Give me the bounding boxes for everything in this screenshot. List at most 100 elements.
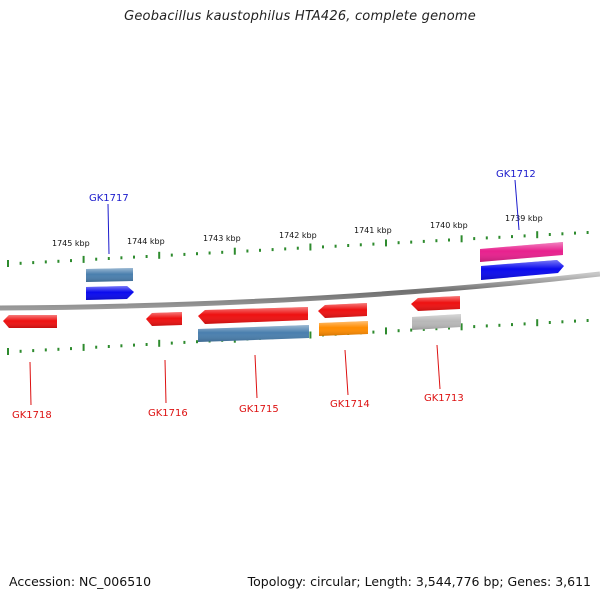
minor-tick: [548, 233, 551, 236]
minor-tick: [183, 340, 186, 344]
leader-gk1717: [107, 203, 110, 255]
minor-tick: [170, 341, 173, 345]
minor-tick: [19, 261, 22, 265]
major-tick: [460, 323, 463, 331]
minor-tick: [284, 247, 287, 251]
scale-tick-label: 1740 kbp: [430, 221, 468, 230]
gene-label-gk1713[interactable]: GK1713: [424, 393, 464, 404]
genome-backbone: [0, 271, 600, 311]
gene-label-gk1718[interactable]: GK1718: [12, 410, 52, 421]
minor-tick: [498, 323, 501, 327]
minor-tick: [133, 255, 135, 259]
minor-tick: [548, 321, 551, 324]
minor-tick: [196, 252, 198, 256]
minor-tick: [372, 242, 375, 246]
minor-tick: [183, 252, 186, 256]
scale-tick-label: 1741 kbp: [354, 226, 392, 235]
leader-gk1718: [29, 361, 32, 406]
minor-tick: [410, 328, 413, 332]
leader-gk1713: [436, 344, 441, 390]
major-tick: [7, 260, 9, 267]
minor-tick: [322, 245, 324, 249]
minor-tick: [221, 250, 224, 254]
major-tick: [233, 247, 236, 255]
leader-gk1715: [254, 354, 258, 399]
minor-tick: [196, 340, 198, 344]
minor-tick: [473, 237, 476, 241]
genome-summary-text: Topology: circular; Length: 3,544,776 bp…: [247, 574, 591, 589]
map-title: Geobacillus kaustophilus HTA426, complet…: [124, 9, 476, 24]
minor-tick: [120, 256, 123, 260]
scale-labels: 1745 kbp 1744 kbp 1743 kbp 1742 kbp 1741…: [52, 214, 543, 248]
minor-tick: [359, 243, 362, 247]
minor-tick: [145, 255, 148, 258]
minor-tick: [133, 343, 135, 347]
feature-gk1712[interactable]: [481, 260, 564, 280]
minor-tick: [448, 238, 450, 242]
feature-gk1714[interactable]: [318, 303, 367, 318]
minor-tick: [95, 257, 98, 261]
feature-gk1717-region[interactable]: [86, 268, 133, 282]
minor-tick: [435, 239, 438, 243]
minor-tick: [334, 244, 337, 248]
minor-tick: [422, 239, 425, 243]
accession-text: Accession: NC_006510: [9, 574, 152, 589]
minor-tick: [422, 327, 425, 331]
scale-tick-label: 1745 kbp: [52, 239, 90, 248]
gene-label-gk1712[interactable]: GK1712: [496, 169, 536, 180]
feature-gk1713-region[interactable]: [412, 314, 461, 330]
major-tick: [158, 339, 161, 347]
minor-tick: [120, 344, 123, 348]
major-tick: [309, 243, 312, 251]
scale-tick-label: 1742 kbp: [279, 231, 317, 240]
gene-label-gk1716[interactable]: GK1716: [148, 408, 188, 419]
minor-tick: [70, 259, 72, 263]
minor-tick: [271, 248, 274, 252]
minor-tick: [435, 327, 438, 331]
feature-gk1715[interactable]: [198, 307, 308, 324]
minor-tick: [107, 345, 110, 348]
feature-gk1717[interactable]: [86, 286, 134, 300]
minor-tick: [44, 348, 47, 352]
minor-tick: [145, 343, 148, 346]
minor-tick: [511, 323, 513, 327]
minor-tick: [70, 347, 72, 351]
feature-gk1712-region[interactable]: [480, 242, 563, 262]
feature-gk1716[interactable]: [146, 312, 182, 326]
minor-tick: [32, 261, 35, 265]
scale-tick-label: 1743 kbp: [203, 234, 241, 243]
minor-tick: [170, 253, 173, 257]
major-tick: [460, 235, 463, 243]
minor-tick: [57, 259, 60, 263]
minor-tick: [448, 326, 450, 330]
minor-tick: [473, 325, 476, 329]
major-tick: [536, 319, 539, 327]
minor-tick: [397, 329, 400, 333]
scale-tick-label: 1739 kbp: [505, 214, 543, 223]
gene-label-gk1715[interactable]: GK1715: [239, 404, 279, 415]
gene-label-gk1717[interactable]: GK1717: [89, 193, 129, 204]
minor-tick: [410, 240, 413, 244]
minor-tick: [32, 349, 35, 353]
minor-tick: [19, 349, 22, 353]
leader-gk1712: [514, 179, 520, 231]
minor-tick: [586, 231, 589, 234]
gene-label-gk1714[interactable]: GK1714: [330, 399, 370, 410]
minor-tick: [523, 322, 526, 326]
minor-tick: [208, 251, 211, 255]
major-tick: [7, 348, 9, 355]
minor-tick: [246, 249, 249, 253]
major-tick: [82, 255, 85, 263]
feature-gk1715-region[interactable]: [198, 325, 309, 342]
minor-tick: [511, 235, 513, 239]
minor-tick: [95, 345, 98, 349]
minor-tick: [296, 246, 299, 250]
minor-tick: [574, 319, 576, 323]
feature-gk1713[interactable]: [411, 296, 460, 311]
feature-gk1714-region[interactable]: [319, 321, 368, 336]
major-tick: [158, 251, 161, 259]
major-tick: [385, 327, 387, 335]
feature-gk1718[interactable]: [3, 315, 57, 328]
scale-tick-label: 1744 kbp: [127, 237, 165, 246]
